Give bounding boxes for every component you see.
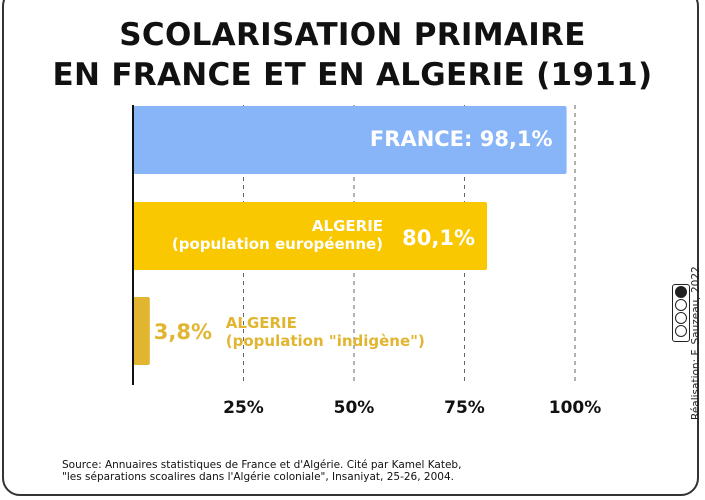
tick-label: 100%: [549, 398, 602, 418]
bar: [133, 202, 488, 270]
data-label: FRANCE: 98,1%: [370, 127, 553, 151]
data-label: (population "indigène"): [226, 332, 425, 350]
source-line-2: "les séparations scoalires dans l'Algéri…: [62, 471, 454, 483]
chart-title-line-1: SCOLARISATION PRIMAIRE: [119, 17, 586, 53]
tick-label: 75%: [444, 398, 485, 418]
source-note: Source: Annuaires statistiques de France…: [62, 459, 461, 483]
sa-icon: [675, 325, 687, 337]
tick-label: 50%: [334, 398, 375, 418]
tick-label: 25%: [223, 398, 264, 418]
bar: [133, 106, 567, 174]
bar: [133, 297, 150, 365]
chart-title-line-2: EN FRANCE ET EN ALGERIE (1911): [52, 57, 653, 93]
data-label: ALGERIE: [312, 217, 383, 235]
data-label: ALGERIE: [226, 314, 297, 332]
data-label: 80,1%: [402, 226, 475, 250]
cc-icon: [675, 286, 687, 298]
data-label: (population européenne): [172, 235, 383, 253]
data-label: 3,8%: [154, 320, 212, 344]
cc-license-icon: [672, 284, 690, 342]
author-credit: Réalisation: F. Sauzeau, 2022: [690, 266, 702, 420]
by-icon: [675, 299, 687, 311]
source-line-1: Source: Annuaires statistiques de France…: [62, 459, 462, 471]
nc-icon: [675, 312, 687, 324]
